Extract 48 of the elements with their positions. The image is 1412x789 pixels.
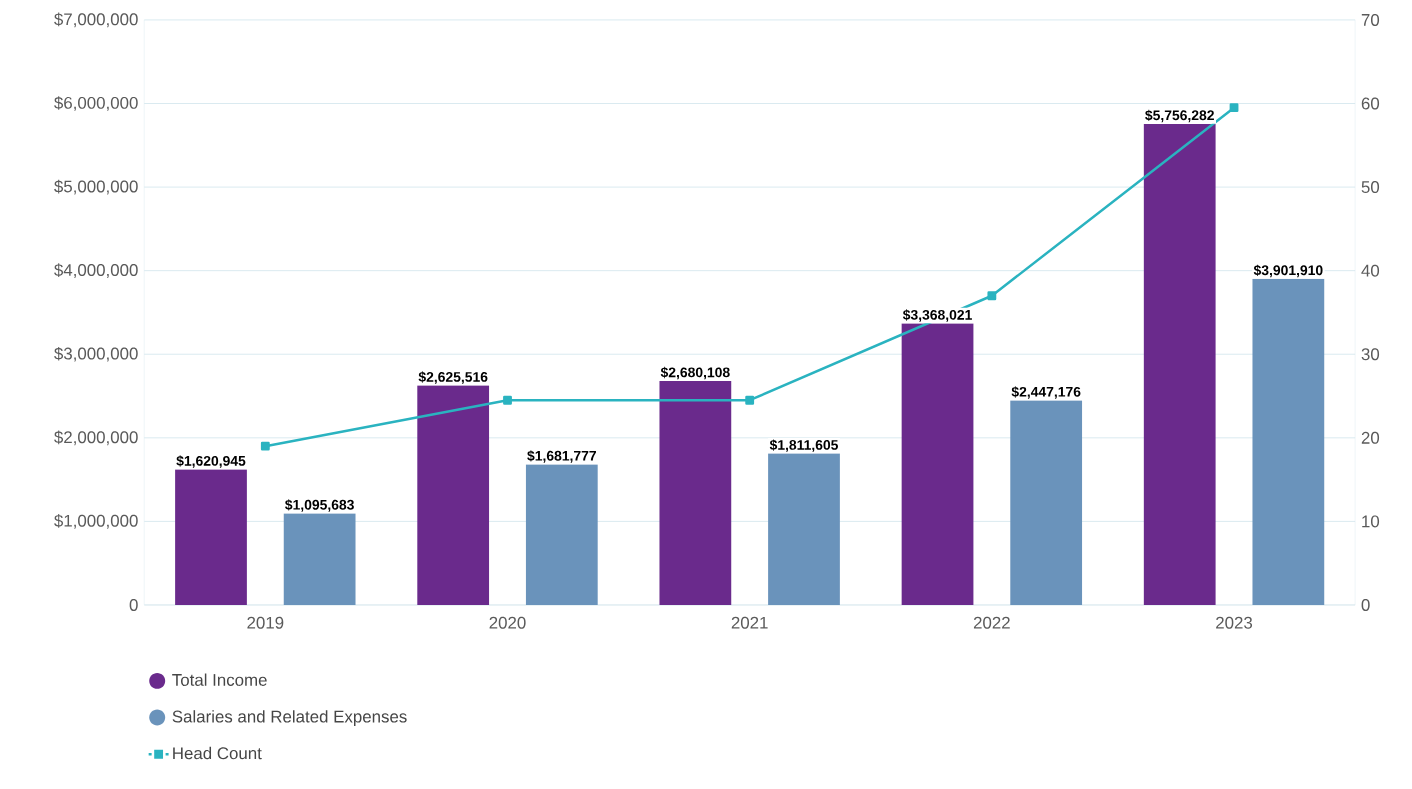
data-label: $5,756,282 bbox=[1145, 109, 1214, 123]
point bbox=[745, 395, 755, 405]
y-tick-label: 0 bbox=[129, 598, 138, 611]
legend-label: Total Income bbox=[172, 673, 267, 686]
x-tick-label: 2019 bbox=[247, 616, 284, 629]
y2-tick-label: 60 bbox=[1361, 97, 1380, 110]
data-label: $3,901,910 bbox=[1253, 264, 1323, 277]
bar bbox=[768, 453, 840, 605]
bar bbox=[1143, 123, 1216, 605]
data-label: $2,447,176 bbox=[1011, 386, 1081, 399]
bar bbox=[175, 469, 247, 605]
y2-tick-label: 10 bbox=[1362, 515, 1380, 528]
data-label: $1,681,777 bbox=[527, 450, 596, 463]
y-tick-label: $4,000,000 bbox=[54, 263, 138, 278]
data-label: $2,680,108 bbox=[660, 366, 730, 380]
bar bbox=[1010, 400, 1083, 605]
y-tick-label: $6,000,000 bbox=[54, 96, 138, 111]
data-label: $2,625,516 bbox=[418, 371, 488, 384]
bar bbox=[417, 385, 490, 605]
y2-tick-label: 70 bbox=[1361, 13, 1380, 26]
x-tick-label: 2023 bbox=[1216, 616, 1253, 629]
legend-label: Head Count bbox=[173, 746, 262, 760]
point bbox=[987, 291, 997, 300]
y2-tick-label: 0 bbox=[1361, 598, 1370, 611]
data-label: $1,811,605 bbox=[769, 439, 839, 452]
y-tick-label: $2,000,000 bbox=[54, 430, 138, 445]
bar bbox=[659, 380, 732, 605]
bar bbox=[525, 464, 598, 605]
point bbox=[1229, 103, 1239, 112]
data-label: $3,368,021 bbox=[902, 309, 972, 322]
y2-tick-label: 40 bbox=[1361, 264, 1380, 277]
x-tick-label: 2021 bbox=[731, 616, 768, 629]
y2-tick-label: 30 bbox=[1361, 348, 1380, 361]
y2-tick-label: 50 bbox=[1361, 180, 1380, 193]
bar bbox=[283, 513, 356, 605]
x-tick-label: 2020 bbox=[489, 616, 526, 629]
y2-tick-label: 20 bbox=[1361, 431, 1380, 444]
point bbox=[503, 395, 512, 405]
x-tick-label: 2022 bbox=[973, 616, 1010, 629]
bar bbox=[901, 323, 974, 605]
y-tick-label: $7,000,000 bbox=[54, 12, 138, 28]
y-tick-label: $5,000,000 bbox=[54, 179, 138, 195]
y-tick-label: $1,000,000 bbox=[54, 513, 138, 529]
data-label: $1,620,945 bbox=[176, 455, 246, 468]
legend-label: Salaries and Related Expenses bbox=[172, 710, 407, 726]
point bbox=[260, 441, 270, 451]
y-tick-label: $3,000,000 bbox=[54, 346, 138, 362]
data-label: $1,095,683 bbox=[285, 499, 354, 512]
